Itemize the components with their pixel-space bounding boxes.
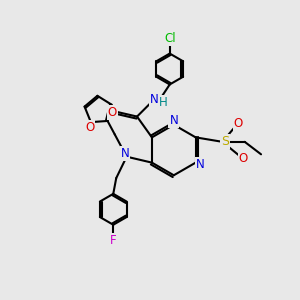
Text: S: S	[221, 135, 230, 148]
Text: O: O	[234, 117, 243, 130]
Text: N: N	[150, 93, 159, 106]
Text: N: N	[169, 114, 178, 127]
Text: F: F	[110, 234, 117, 247]
Text: O: O	[238, 152, 248, 165]
Text: N: N	[196, 158, 205, 171]
Text: O: O	[108, 106, 117, 118]
Text: O: O	[85, 121, 94, 134]
Text: N: N	[121, 147, 130, 160]
Text: H: H	[159, 96, 168, 109]
Text: Cl: Cl	[164, 32, 176, 45]
